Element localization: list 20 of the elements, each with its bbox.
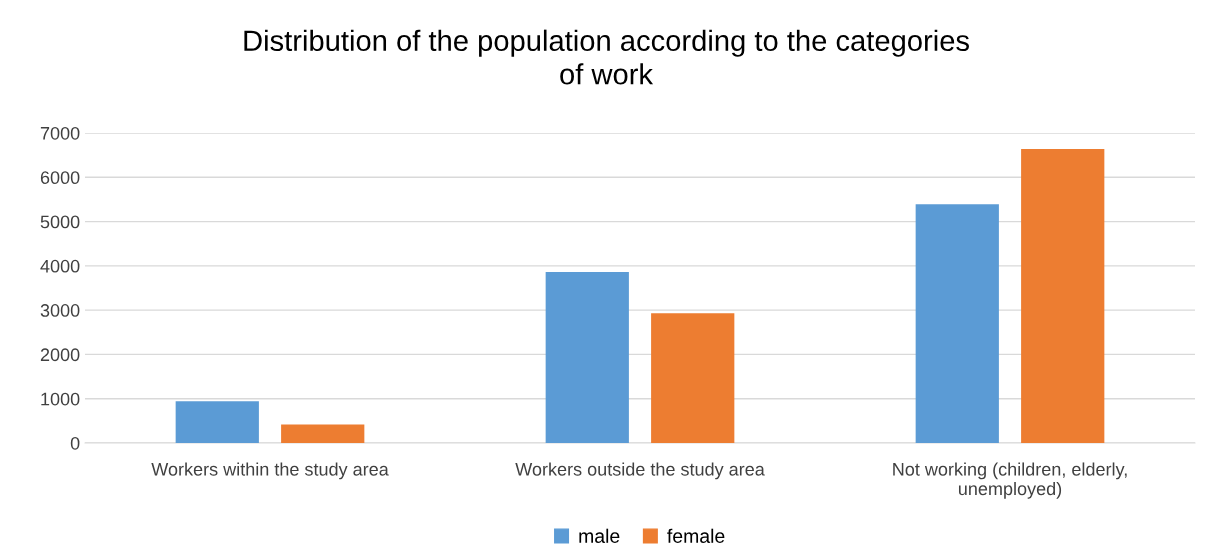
y-tick-label: 5000 <box>40 215 80 229</box>
bar <box>915 204 999 443</box>
y-tick-label: 1000 <box>41 392 80 406</box>
y-tick-label: 4000 <box>40 259 80 273</box>
y-tick-label: 3000 <box>40 304 80 317</box>
x-tick-label: Not working (children, elderly, unemployed) <box>893 462 1127 499</box>
bar <box>651 313 735 443</box>
legend-label: female <box>667 528 725 543</box>
bar <box>281 424 365 443</box>
y-tick-label: 2000 <box>40 348 80 362</box>
y-tick-label: 0 <box>70 436 80 450</box>
x-tick-label: Workers within the study area <box>151 462 389 480</box>
chart-title: Distribution of the population according to the categories of work <box>244 29 969 85</box>
bar <box>175 401 259 443</box>
bar <box>545 272 629 443</box>
y-tick-label: 6000 <box>40 171 80 185</box>
legend-label: male <box>579 528 620 543</box>
x-tick-label: Workers outside the study area <box>515 462 765 480</box>
bar <box>1021 148 1105 443</box>
y-tick-label: 7000 <box>40 126 80 140</box>
